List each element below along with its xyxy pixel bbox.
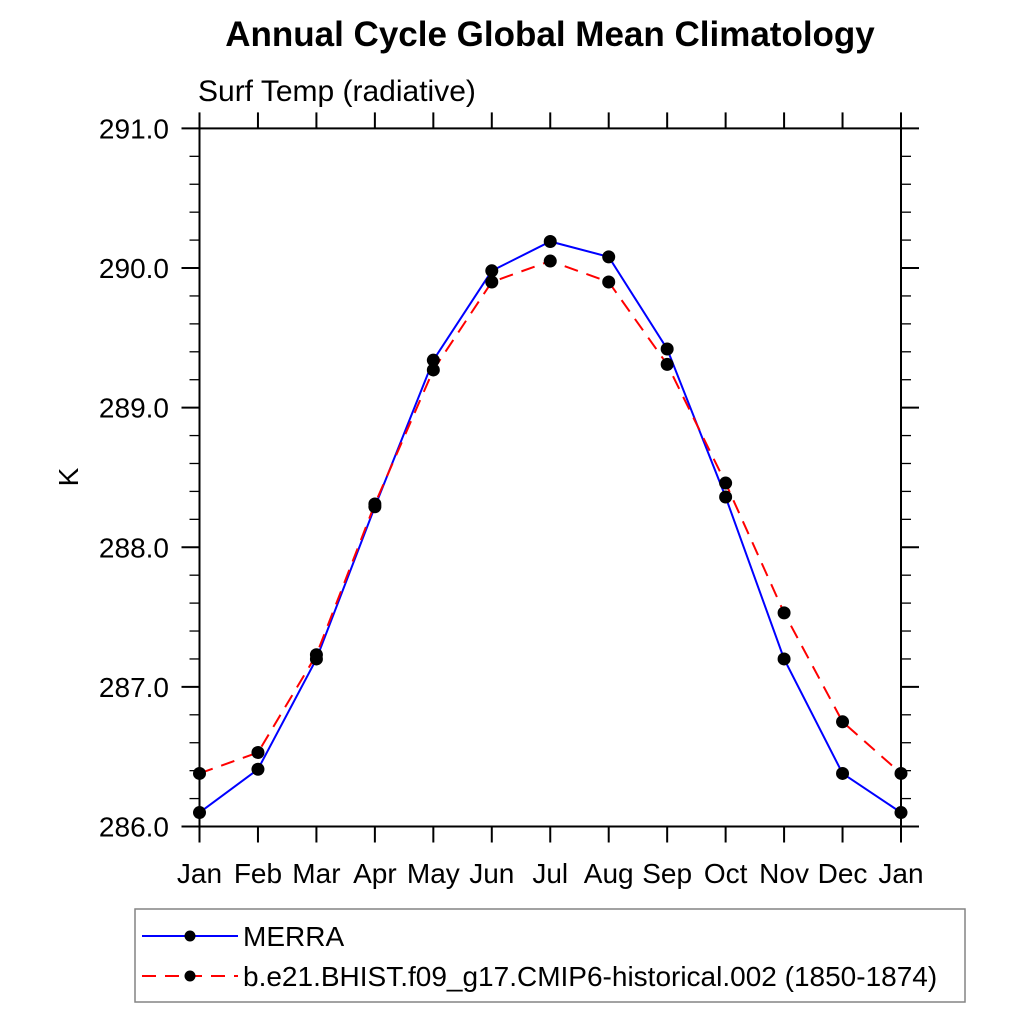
y-tick-label: 289.0	[99, 393, 169, 424]
chart-title: Annual Cycle Global Mean Climatology	[225, 15, 875, 54]
data-point-marker	[660, 342, 674, 356]
data-point-marker	[894, 806, 908, 820]
x-tick-label: May	[407, 858, 460, 889]
plot-area: 286.0 287.0 288.0 289.0 290.0 291.0 Jan Feb Mar A…	[99, 112, 966, 1003]
y-tick-label: 291.0	[99, 113, 169, 144]
data-point-marker	[836, 715, 850, 729]
x-tick-label: Sep	[642, 858, 692, 889]
data-point-marker	[193, 806, 206, 820]
y-tick-label: 288.0	[99, 532, 169, 563]
x-tick-label: Apr	[353, 858, 397, 889]
x-tick-label: Feb	[234, 858, 282, 889]
x-tick-label: Jul	[532, 858, 568, 889]
y-tick-label: 286.0	[99, 812, 169, 843]
x-tick-label: Nov	[759, 858, 809, 889]
x-tick-label: Jan	[177, 858, 222, 889]
data-point-marker	[894, 766, 908, 780]
x-tick-label: Oct	[704, 858, 748, 889]
data-point-marker	[368, 497, 382, 511]
x-tick-label: Aug	[584, 858, 634, 889]
data-point-marker	[602, 250, 616, 264]
legend-marker	[184, 930, 196, 942]
legend-marker	[184, 970, 196, 982]
y-tick-label: 290.0	[99, 253, 169, 284]
series-line-model	[199, 259, 902, 775]
data-point-marker	[777, 606, 791, 620]
legend-label: b.e21.BHIST.f09_g17.CMIP6-historical.002…	[243, 961, 937, 992]
data-point-marker	[543, 234, 557, 248]
data-point-marker	[660, 357, 674, 371]
data-point-marker	[193, 766, 206, 780]
y-axis-label: K	[53, 467, 84, 486]
data-point-marker	[485, 264, 499, 278]
data-point-marker	[426, 353, 440, 367]
x-tick-label: Dec	[818, 858, 868, 889]
data-point-marker	[543, 254, 557, 268]
data-point-marker	[426, 363, 440, 377]
plot-frame	[198, 127, 902, 828]
series-line-merra	[198, 240, 902, 814]
data-point-marker	[777, 652, 791, 666]
x-tick-label: Jun	[469, 858, 514, 889]
x-tick-label: Mar	[292, 858, 340, 889]
data-point-marker	[251, 746, 265, 760]
data-point-marker	[485, 275, 499, 289]
data-point-marker	[309, 648, 323, 662]
data-point-marker	[251, 762, 265, 776]
data-point-marker	[719, 490, 733, 504]
y-tick-label: 287.0	[99, 672, 169, 703]
data-point-marker	[836, 766, 850, 780]
legend-label: MERRA	[243, 921, 344, 952]
legend-box	[134, 908, 966, 1003]
data-point-marker	[719, 476, 733, 490]
data-point-marker	[602, 275, 616, 289]
chart-subtitle: Surf Temp (radiative)	[198, 75, 476, 108]
x-tick-label: Jan	[878, 858, 923, 889]
